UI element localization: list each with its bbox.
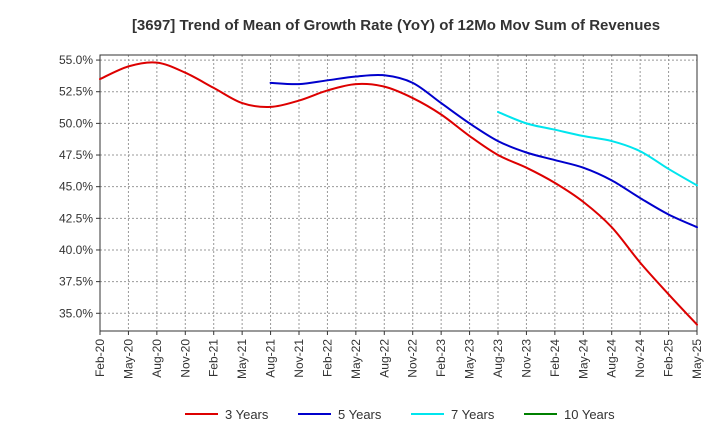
y-tick-label: 42.5% (59, 211, 93, 225)
x-tick-label: May-20 (121, 339, 135, 379)
plot-frame (99, 54, 698, 332)
x-tick-label: Feb-25 (662, 339, 676, 377)
series-lines (99, 61, 698, 326)
legend-label: 3 Years (225, 407, 269, 422)
y-tick-label: 55.0% (59, 53, 93, 67)
y-tick-label: 52.5% (59, 85, 93, 99)
y-tick-label: 37.5% (59, 275, 93, 289)
x-tick-label: Nov-21 (292, 339, 306, 378)
axes: 55.0% 52.5% 50.0% 47.5% 45.0% 42.5% 40.0% 37.5%… (59, 53, 704, 379)
x-tick-label: May-22 (349, 339, 363, 379)
x-tick-label: Aug-24 (605, 339, 619, 378)
x-tick-label: Aug-22 (377, 339, 391, 378)
legend: 3 Years 5 Years 7 Years 10 Years (185, 407, 615, 422)
y-tick-label: 47.5% (59, 148, 93, 162)
x-tick-label: Feb-24 (548, 339, 562, 377)
x-tick-label: Nov-22 (406, 339, 420, 378)
x-tick-label: Feb-21 (207, 339, 221, 377)
x-tick-label: May-24 (576, 339, 590, 379)
x-tick-label: May-23 (463, 339, 477, 379)
series-line-7-years (497, 110, 698, 187)
x-tick-label: Nov-20 (178, 339, 192, 378)
x-tick-label: May-21 (235, 339, 249, 379)
gridlines (100, 55, 697, 331)
legend-label: 5 Years (338, 407, 382, 422)
x-tick-label: Nov-23 (519, 339, 533, 378)
y-tick-label: 40.0% (59, 243, 93, 257)
x-tick-label: Aug-20 (150, 339, 164, 378)
x-tick-label: Aug-21 (264, 339, 278, 378)
y-tick-label: 35.0% (59, 306, 93, 320)
legend-label: 7 Years (451, 407, 495, 422)
chart-title: [3697] Trend of Mean of Growth Rate (YoY… (132, 17, 660, 34)
x-tick-label: Feb-20 (93, 339, 107, 377)
x-tick-label: Aug-23 (491, 339, 505, 378)
legend-label: 10 Years (564, 407, 615, 422)
x-tick-label: May-25 (690, 339, 704, 379)
x-tick-label: Feb-23 (434, 339, 448, 377)
x-tick-label: Nov-24 (633, 339, 647, 378)
y-tick-label: 45.0% (59, 180, 93, 194)
x-tick-label: Feb-22 (320, 339, 334, 377)
series-line-5-years (269, 73, 698, 229)
series-line-3-years (99, 61, 698, 326)
y-tick-label: 50.0% (59, 116, 93, 130)
